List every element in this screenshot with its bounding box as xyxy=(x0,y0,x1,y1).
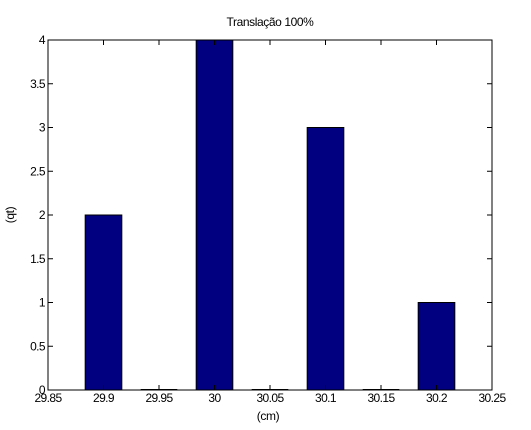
x-axis-label: (cm) xyxy=(257,409,280,423)
y-tick-label: 1 xyxy=(39,296,46,310)
bar xyxy=(306,127,345,391)
y-tick-label: 2.5 xyxy=(30,164,46,178)
x-tick-label: 30.25 xyxy=(478,391,506,405)
axis-ticks xyxy=(47,39,493,391)
y-tick-label: 3 xyxy=(39,121,46,135)
x-tick-label: 29.85 xyxy=(34,391,62,405)
x-tick-label: 30.15 xyxy=(367,391,395,405)
x-tick-label: 30.2 xyxy=(426,391,448,405)
y-tick-label: 2 xyxy=(39,208,46,222)
bars xyxy=(84,39,456,391)
x-tick-label: 30 xyxy=(208,391,221,405)
y-tick-label: 0.5 xyxy=(30,339,46,353)
chart-title: Translação 100% xyxy=(227,15,315,29)
y-tick-label: 4 xyxy=(39,33,46,47)
y-tick-labels: 0 0.5 1 1.5 2 2.5 3 3.5 4 xyxy=(30,33,46,397)
y-axis-label: (qt) xyxy=(3,206,17,223)
bar xyxy=(195,39,234,391)
x-tick-label: 30.05 xyxy=(256,391,284,405)
x-tick-labels: 29.85 29.9 29.95 30 30.05 30.1 30.15 30.2 30.25 xyxy=(34,391,507,405)
x-tick-label: 29.95 xyxy=(145,391,173,405)
y-tick-label: 3.5 xyxy=(30,77,46,91)
y-tick-label: 0 xyxy=(39,383,46,397)
x-tick-label: 30.1 xyxy=(315,391,337,405)
x-tick-label: 29.9 xyxy=(93,391,115,405)
bar xyxy=(84,214,123,391)
bar xyxy=(417,302,456,391)
y-tick-label: 1.5 xyxy=(30,252,46,266)
